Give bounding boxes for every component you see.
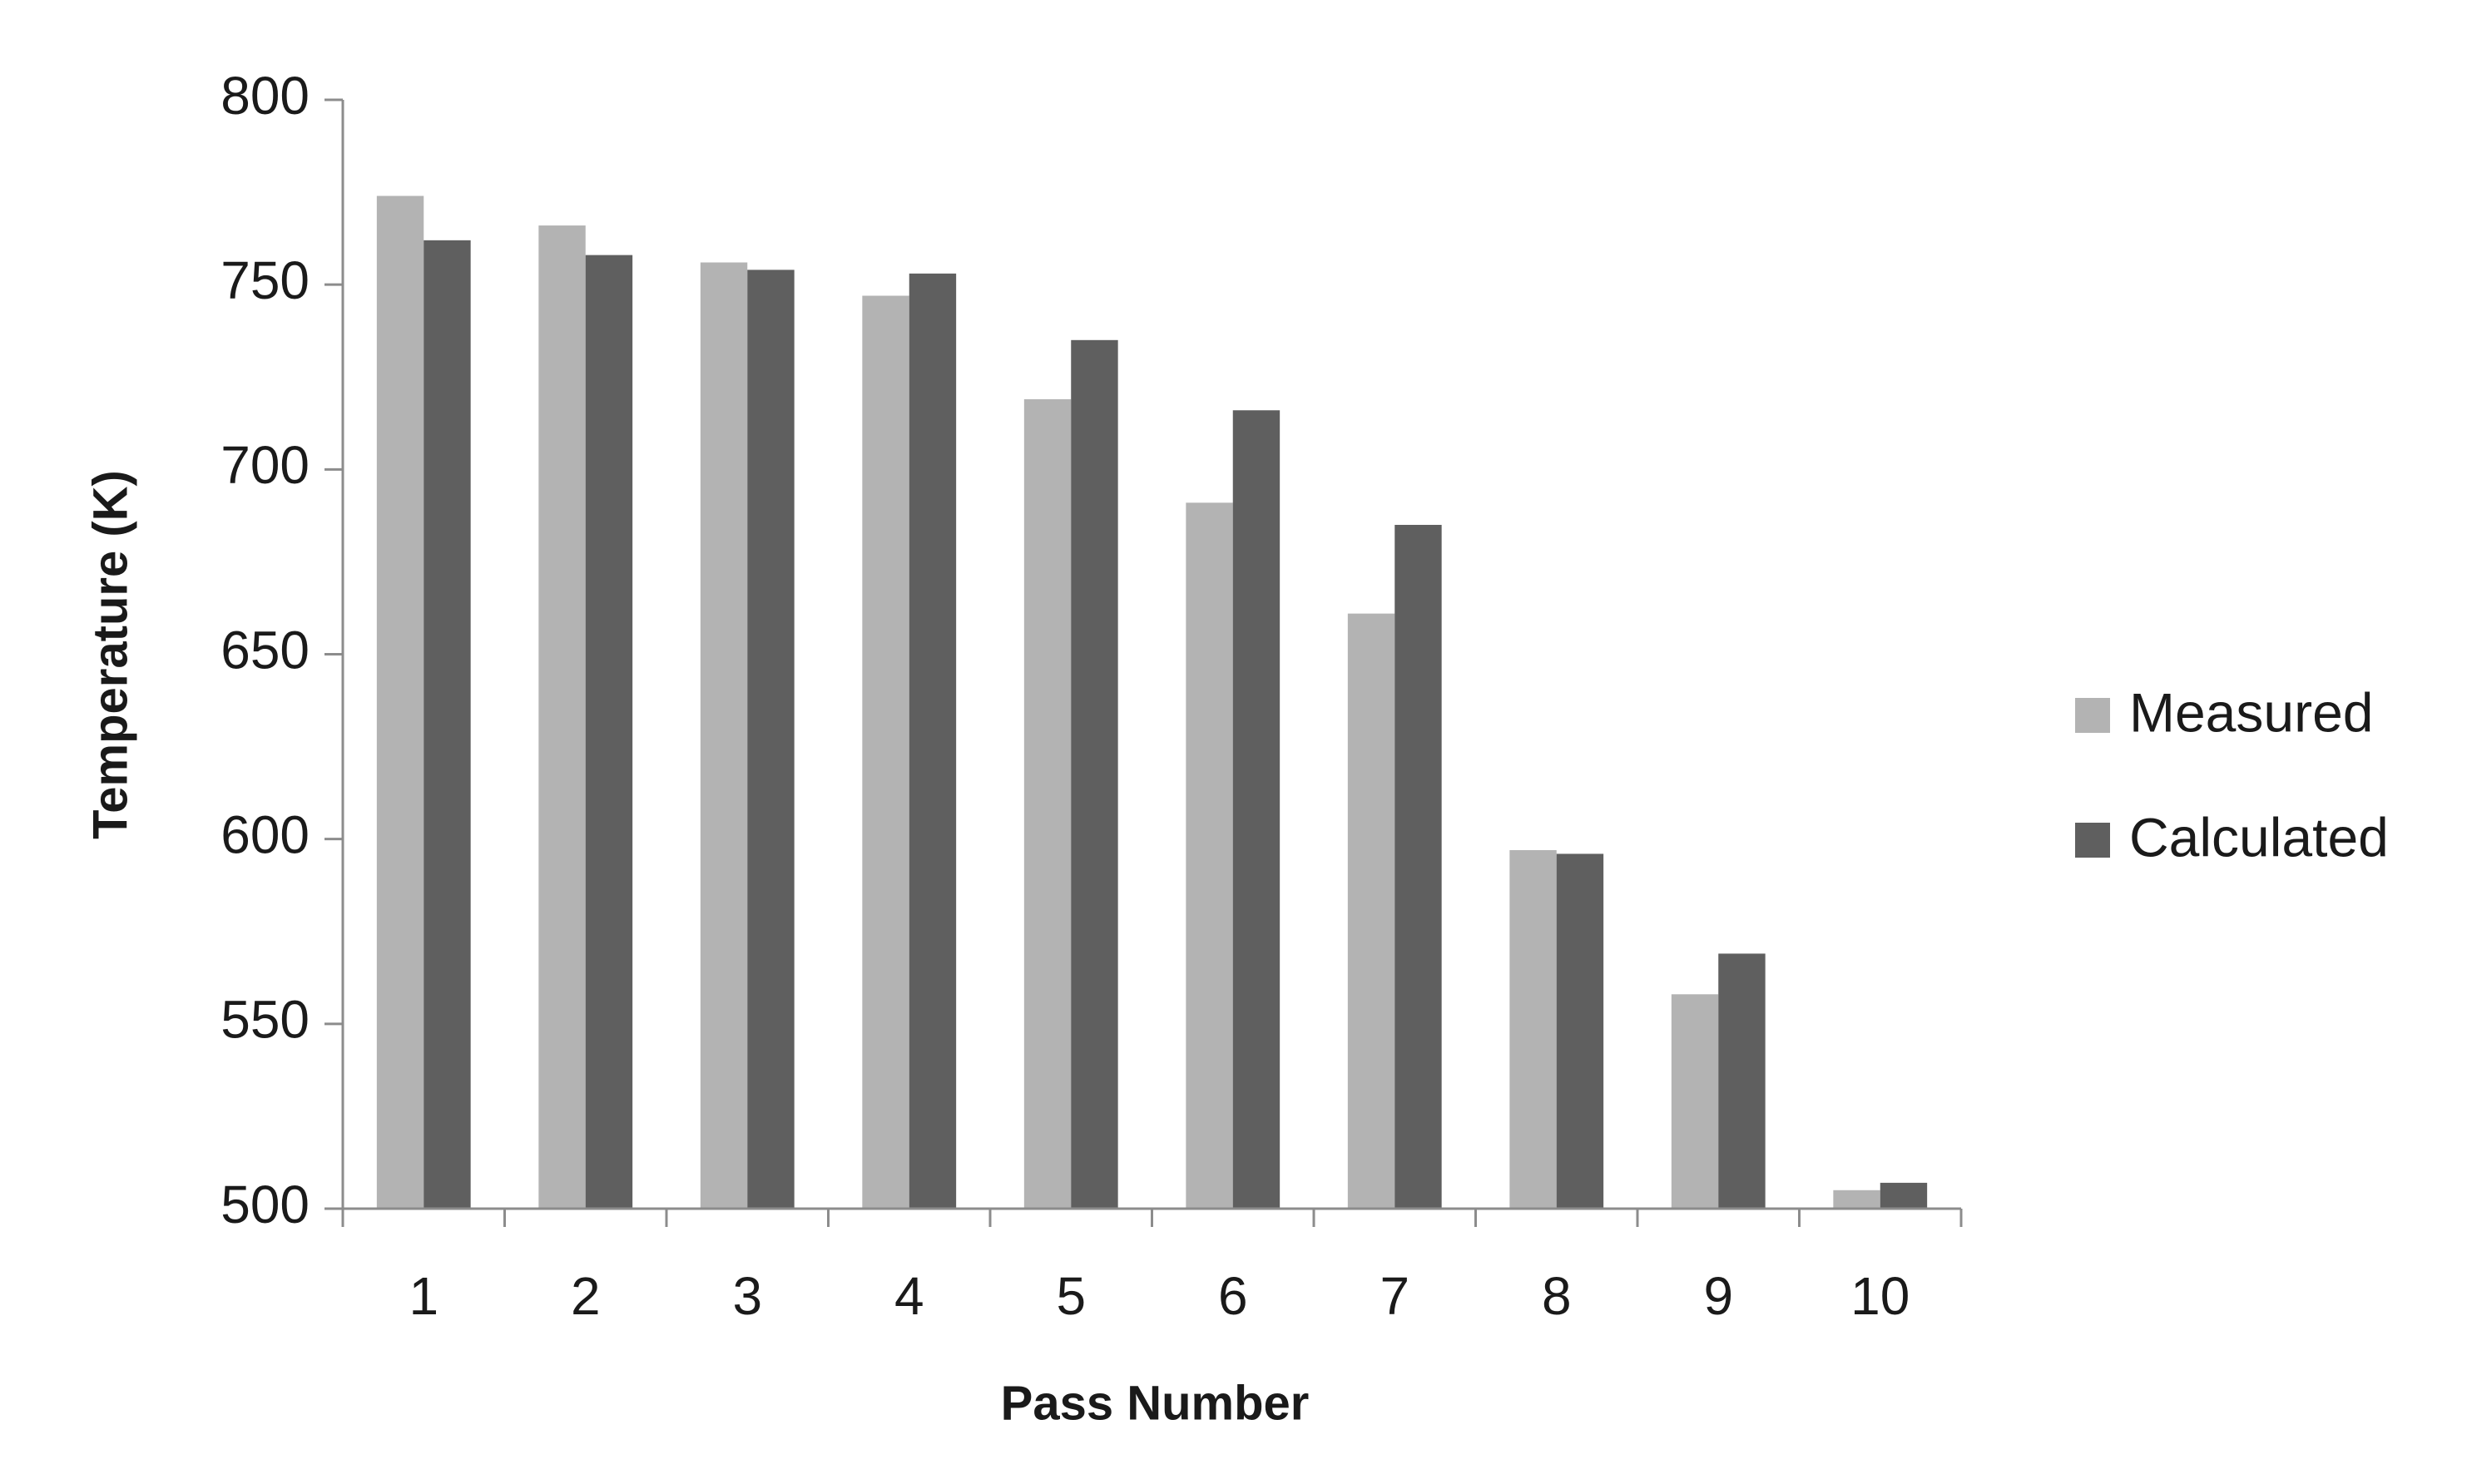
bar [1718,953,1766,1209]
y-tick-label: 750 [220,250,310,310]
legend-label: Calculated [2129,806,2389,868]
x-tick-label: 4 [894,1266,924,1326]
bar [1833,1190,1880,1209]
x-tick-label: 8 [1542,1266,1572,1326]
bar [585,255,633,1209]
y-axis-title: Temperature (K) [83,470,137,839]
legend-label: Measured [2129,681,2374,743]
x-tick-label: 2 [571,1266,601,1326]
bar [1186,502,1233,1209]
y-tick-label: 700 [220,435,310,495]
bar [1509,849,1557,1209]
legend-swatch [2075,698,2110,733]
y-tick-label: 650 [220,620,310,680]
bar [1232,410,1281,1209]
bar [700,262,748,1209]
x-tick-label: 6 [1218,1266,1248,1326]
x-tick-label: 3 [732,1266,762,1326]
bar [1023,398,1072,1209]
x-tick-label: 9 [1703,1266,1733,1326]
bar [1071,339,1118,1209]
y-tick-label: 550 [220,990,310,1050]
bar [909,273,957,1209]
bar [1880,1182,1928,1209]
y-tick-label: 500 [220,1175,310,1234]
x-tick-label: 1 [409,1266,438,1326]
bar [376,195,424,1209]
bar [1671,994,1719,1209]
bar [862,295,909,1209]
legend-swatch [2075,823,2110,858]
x-axis-title: Pass Number [1001,1376,1310,1430]
bar [1556,853,1604,1209]
y-tick-label: 600 [220,805,310,865]
y-tick-label: 800 [220,66,310,126]
bar [1347,613,1395,1209]
x-tick-label: 10 [1850,1266,1910,1326]
x-tick-label: 5 [1056,1266,1086,1326]
bar [538,225,586,1209]
bar [424,240,471,1209]
bar [1394,524,1442,1209]
x-tick-label: 7 [1380,1266,1409,1326]
bar [747,270,795,1209]
